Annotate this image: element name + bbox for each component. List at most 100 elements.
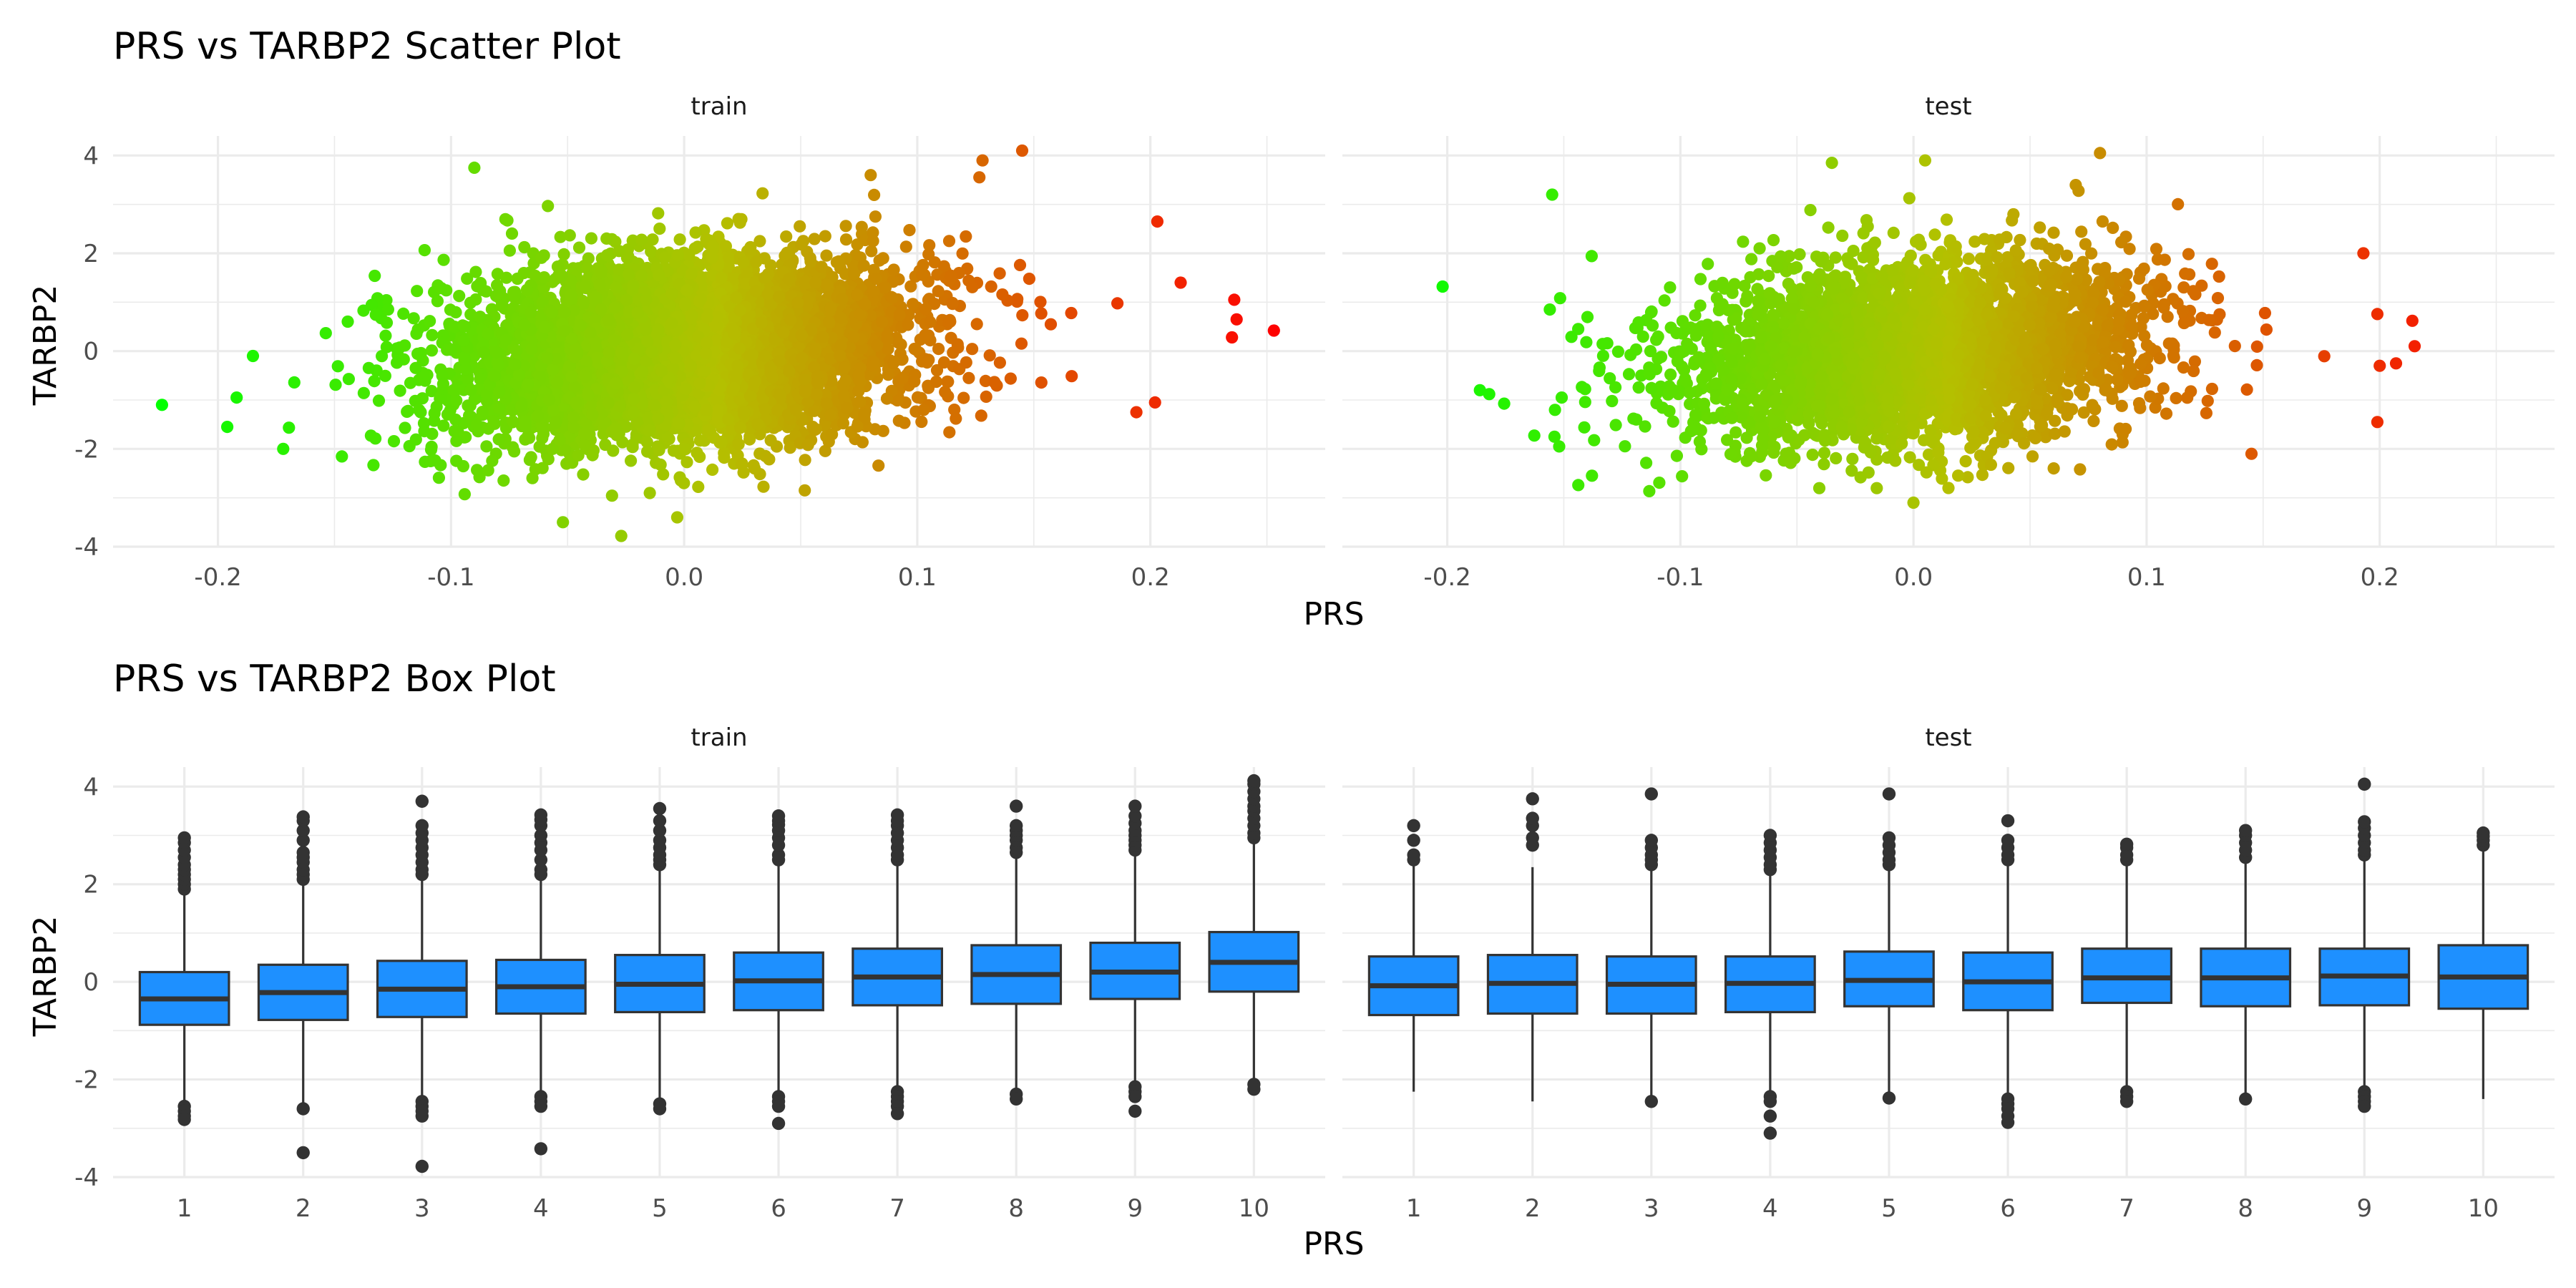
scatter-point — [500, 271, 513, 284]
scatter-point — [479, 285, 493, 298]
scatter-point — [567, 411, 580, 424]
scatter-point — [509, 344, 522, 357]
scatter-point — [565, 288, 577, 301]
scatter-point — [643, 487, 656, 499]
scatter-point — [732, 438, 745, 451]
scatter-point — [781, 246, 794, 259]
scatter-point — [450, 434, 463, 447]
scatter-point — [620, 251, 634, 264]
scatter-point — [706, 463, 719, 477]
scatter-point — [572, 241, 586, 254]
scatter-point — [418, 244, 431, 257]
scatter-point — [380, 316, 394, 329]
scatter-point — [903, 224, 916, 237]
scatter-point — [983, 349, 996, 362]
scatter-point — [909, 343, 922, 356]
scatter-point — [733, 216, 746, 229]
scatter-point — [834, 311, 847, 324]
scatter-point — [453, 290, 466, 303]
scatter-point — [691, 447, 703, 459]
scatter-point — [993, 356, 1006, 369]
scatter-point — [718, 452, 731, 464]
scatter-point — [993, 267, 1006, 280]
scatter-point — [609, 422, 623, 435]
scatter-point — [342, 373, 355, 386]
scatter-point — [942, 235, 956, 248]
scatter-title: PRS vs TARBP2 Scatter Plot — [113, 25, 621, 68]
scatter-point — [357, 304, 370, 317]
scatter-point — [808, 233, 821, 245]
scatter-point — [966, 343, 979, 356]
scatter-point — [943, 426, 956, 439]
scatter-point — [988, 376, 1001, 389]
scatter-point — [701, 404, 713, 416]
scatter-point — [520, 283, 534, 296]
scatter-point — [470, 418, 483, 431]
scatter-point — [869, 210, 882, 223]
scatter-point — [907, 298, 919, 311]
scatter-point — [623, 268, 635, 281]
scatter-point — [1010, 295, 1023, 308]
scatter-point — [369, 308, 382, 321]
scatter-point — [1044, 318, 1058, 331]
scatter-point — [937, 260, 950, 273]
scatter-point — [582, 252, 595, 265]
scatter-point — [1015, 337, 1028, 350]
scatter-point — [917, 404, 930, 416]
scatter-point — [587, 444, 600, 457]
scatter-point — [869, 272, 882, 286]
scatter-point — [387, 435, 401, 448]
scatter-point — [610, 281, 623, 294]
scatter-point — [816, 331, 829, 343]
scatter-point — [319, 327, 332, 340]
scatter-point — [600, 249, 614, 262]
scatter-point — [654, 458, 667, 472]
scatter-point — [653, 223, 666, 235]
scatter-point — [819, 444, 831, 457]
scatter-point — [868, 188, 881, 201]
scatter-point — [673, 233, 686, 246]
scatter-point — [462, 399, 474, 412]
scatter-point — [839, 220, 852, 233]
scatter-point — [331, 360, 344, 373]
scatter-point — [648, 399, 660, 411]
scatter-point — [820, 397, 833, 410]
scatter-point — [457, 334, 470, 347]
scatter-point — [541, 351, 554, 365]
scatter-point — [391, 356, 404, 369]
scatter-point — [750, 255, 763, 268]
scatter-point — [329, 379, 342, 391]
scatter-point — [490, 346, 503, 359]
scatter-point — [899, 240, 912, 253]
scatter-point — [518, 240, 531, 254]
scatter-point — [431, 295, 444, 308]
scatter-point — [372, 394, 386, 407]
scatter-point — [536, 462, 549, 474]
scatter-point — [588, 291, 602, 304]
scatter-point — [839, 233, 853, 246]
scatter-point — [893, 308, 906, 321]
scatter-point — [341, 315, 354, 328]
scatter-point — [482, 464, 494, 477]
scatter-point — [917, 258, 930, 272]
scatter-point — [789, 403, 802, 416]
scatter-point — [608, 301, 621, 314]
scatter-point — [367, 459, 380, 472]
scatter-point — [635, 269, 648, 282]
scatter-point — [1065, 370, 1078, 383]
scatter-point — [441, 408, 454, 421]
scatter-point — [577, 296, 590, 308]
scatter-point — [930, 364, 944, 377]
scatter-point — [625, 454, 638, 467]
scatter-point — [882, 343, 894, 356]
scatter-point — [635, 233, 648, 246]
scatter-point — [756, 187, 769, 200]
scatter-point — [956, 247, 969, 260]
scatter-point — [857, 259, 870, 272]
scatter-point — [872, 459, 885, 472]
scatter-point — [820, 249, 833, 262]
scatter-point — [449, 306, 462, 318]
scatter-point — [975, 409, 987, 422]
